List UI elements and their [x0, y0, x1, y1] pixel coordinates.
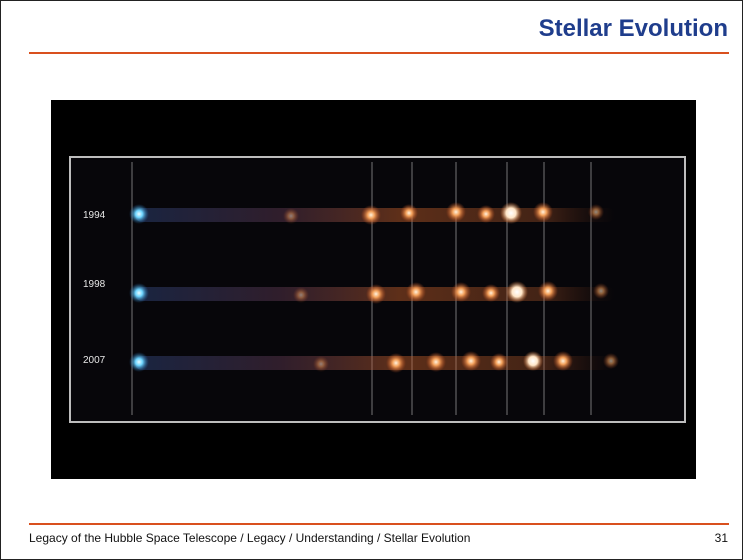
jet-sequence-graphic: 1994 1998: [69, 156, 686, 423]
year-label-2007: 2007: [83, 355, 106, 366]
footer-breadcrumb: Legacy of the Hubble Space Telescope / L…: [29, 531, 471, 545]
footer-rule: [29, 523, 729, 525]
page-number: 31: [714, 531, 728, 545]
year-label-1994: 1994: [83, 210, 106, 221]
jet-row-1994: 1994: [83, 202, 615, 225]
hubble-jet-image: 1994 1998: [51, 100, 696, 479]
slide-title: Stellar Evolution: [538, 15, 728, 42]
title-rule: [29, 52, 729, 54]
jet-row-2007: 2007: [83, 351, 619, 373]
year-label-1998: 1998: [83, 279, 106, 290]
jet-row-1998: 1998: [83, 279, 615, 304]
